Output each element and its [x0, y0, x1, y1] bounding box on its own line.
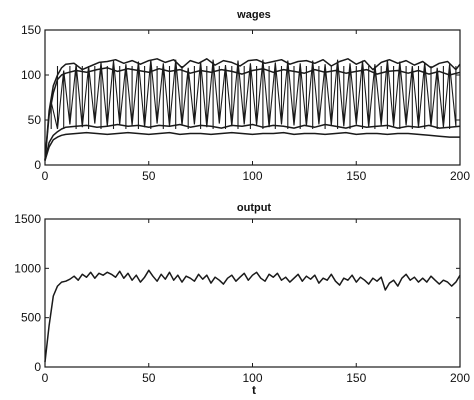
wages-chart-title: wages	[236, 9, 271, 21]
wages-series-line-lower-band	[45, 125, 460, 161]
output-plot-frame	[45, 219, 460, 367]
output-x-tick-label: 50	[142, 371, 156, 385]
output-series-line	[45, 270, 460, 362]
wages-y-tick-label: 50	[28, 113, 42, 127]
output-y-tick-label: 1500	[14, 212, 41, 226]
output-x-tick-label: 0	[42, 371, 49, 385]
wages-series-line-lower-envelope	[45, 133, 460, 161]
output-y-tick-label: 0	[34, 360, 41, 374]
wages-y-tick-label: 150	[21, 23, 41, 37]
wages-x-tick-label: 200	[450, 169, 470, 183]
output-y-tick-label: 500	[21, 311, 41, 325]
output-chart-title: output	[237, 202, 272, 214]
output-x-axis-label: t	[252, 383, 256, 397]
wages-x-tick-label: 100	[242, 169, 262, 183]
wages-series-layer	[45, 59, 460, 161]
output-series-layer	[45, 270, 460, 362]
wages-x-tick-label: 150	[346, 169, 366, 183]
wages-chart: wages 0 50 100 150 200 0 50 100 150	[21, 9, 470, 183]
output-x-tick-label: 200	[450, 371, 470, 385]
output-y-tick-label: 1000	[14, 261, 41, 275]
output-x-tick-label: 150	[346, 371, 366, 385]
wages-y-tick-label: 100	[21, 68, 41, 82]
wages-y-tick-label: 0	[34, 158, 41, 172]
wages-x-tick-label: 0	[42, 169, 49, 183]
wages-x-tick-label: 50	[142, 169, 156, 183]
